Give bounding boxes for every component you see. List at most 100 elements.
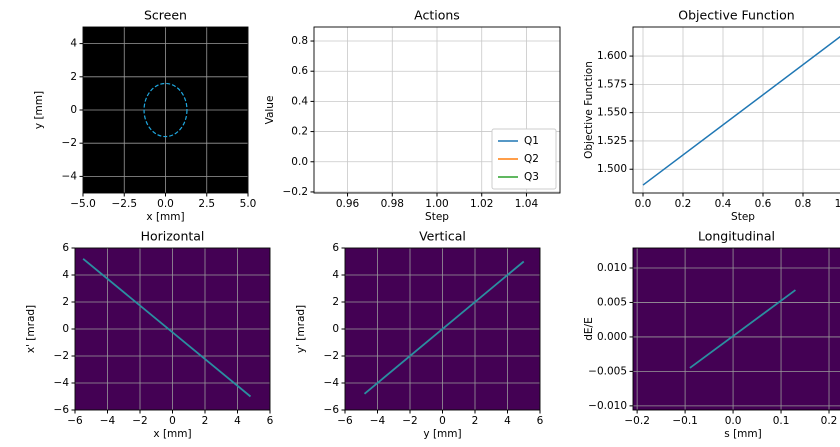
x-tick-label: 0	[439, 415, 446, 427]
x-tick-label: 1.00	[425, 198, 448, 210]
x-axis-label: y [mm]	[423, 428, 461, 440]
y-axis-label: y' [mrad]	[295, 305, 307, 353]
x-tick-label: 0	[169, 415, 176, 427]
x-axis-label: s [mm]	[724, 428, 761, 440]
y-tick-label: 4	[62, 269, 69, 281]
y-tick-label: 0.0	[291, 156, 308, 168]
x-tick-label: 0.6	[755, 198, 772, 210]
y-tick-label: 0.005	[597, 296, 627, 308]
x-tick-label: 0.2	[675, 198, 692, 210]
y-axis-label: dE/E	[583, 317, 595, 340]
subplot: 0.960.981.001.021.04−0.20.00.20.40.60.8A…	[264, 8, 560, 224]
y-tick-label: −0.005	[588, 365, 627, 377]
plot-area	[345, 248, 540, 410]
y-tick-label: 4	[332, 269, 339, 281]
x-tick-label: 1.02	[470, 198, 493, 210]
y-tick-label: −6	[324, 404, 340, 416]
y-tick-label: −0.010	[588, 400, 627, 412]
axes-frame	[633, 27, 840, 193]
y-tick-label: 1.500	[597, 163, 627, 175]
y-tick-label: −4	[324, 377, 340, 389]
plot-area	[75, 248, 270, 410]
x-tick-label: −2	[402, 415, 417, 427]
legend-label: Q2	[524, 153, 539, 165]
y-tick-label: 2	[70, 71, 77, 83]
x-tick-label: −4	[370, 415, 386, 427]
y-tick-label: 0	[70, 104, 77, 116]
y-tick-label: 0	[332, 323, 339, 335]
x-tick-label: 0.0	[157, 198, 174, 210]
y-tick-label: 1.550	[597, 107, 627, 119]
x-axis-label: x [mm]	[153, 428, 191, 440]
subplot-title: Longitudinal	[698, 229, 775, 244]
legend-label: Q1	[524, 135, 539, 147]
page: −5.0 −2.5 0.0 2.5 5.0 −4 −2 0 2 4 Screen x [mm] y [m…	[0, 0, 840, 447]
x-tick-label: 6	[537, 415, 544, 427]
x-tick-label: −0.2	[624, 415, 650, 427]
y-tick-label: 0	[62, 323, 69, 335]
x-tick-label: 4	[504, 415, 511, 427]
series-line	[643, 35, 840, 185]
x-tick-label: −2.5	[112, 198, 138, 210]
y-tick-label: 6	[332, 242, 339, 254]
subplot-title: Screen	[144, 8, 187, 23]
y-tick-label: −6	[54, 404, 70, 416]
y-tick-label: −0.2	[283, 186, 309, 198]
y-axis-label: x' [mrad]	[25, 305, 37, 353]
y-tick-label: 1.600	[597, 50, 627, 62]
x-axis-label: Step	[425, 211, 449, 223]
y-tick-label: 0.010	[597, 262, 627, 274]
plot-area	[633, 248, 840, 410]
y-tick-label: 2	[62, 296, 69, 308]
x-tick-label: −6	[67, 415, 83, 427]
y-tick-label: −2	[54, 350, 69, 362]
y-tick-label: 0.6	[291, 65, 308, 77]
x-tick-label: 0.98	[381, 198, 404, 210]
y-tick-label: −2	[62, 137, 77, 149]
x-tick-label: 2.5	[198, 198, 215, 210]
subplot: 0.00.20.40.60.81.01.5001.5251.5501.5751.…	[583, 8, 840, 224]
y-axis-label: Value	[264, 96, 276, 125]
x-tick-label: 2	[472, 415, 479, 427]
x-tick-label: −6	[337, 415, 353, 427]
background	[633, 248, 840, 410]
y-tick-label: −4	[54, 377, 70, 389]
subplot-title: Actions	[414, 8, 460, 23]
x-tick-label: 0.1	[773, 415, 790, 427]
x-tick-label: −2	[132, 415, 147, 427]
y-axis-label: y [mm]	[33, 91, 45, 129]
legend: Q1Q2Q3	[492, 129, 556, 189]
y-tick-label: 0.2	[291, 126, 308, 138]
y-tick-label: 0.000	[597, 331, 627, 343]
y-tick-label: 1.525	[597, 135, 627, 147]
x-axis-label: Step	[731, 211, 755, 223]
subplot-title: Horizontal	[141, 229, 205, 244]
y-tick-label: 0.8	[291, 35, 308, 47]
plot-area	[633, 27, 840, 193]
y-axis-label: Objective Function	[583, 61, 595, 159]
y-tick-label: 1.575	[597, 78, 627, 90]
figure: −5.0 −2.5 0.0 2.5 5.0 −4 −2 0 2 4 Screen x [mm] y [m…	[0, 0, 840, 447]
y-tick-label: 0.4	[291, 95, 308, 107]
x-tick-label: 0.2	[821, 415, 838, 427]
x-tick-label: 0.0	[635, 198, 652, 210]
subplot-title: Objective Function	[678, 8, 794, 23]
x-tick-label: 2	[202, 415, 209, 427]
x-tick-label: −4	[100, 415, 116, 427]
x-tick-label: −5.0	[70, 198, 96, 210]
x-tick-label: 5.0	[240, 198, 257, 210]
y-tick-label: 4	[70, 38, 77, 50]
x-tick-label: 4	[234, 415, 241, 427]
x-axis-label: x [mm]	[146, 211, 184, 223]
plot-area	[83, 27, 248, 193]
x-tick-label: 0.4	[715, 198, 732, 210]
x-tick-label: 0.96	[336, 198, 360, 210]
subplot-title: Vertical	[419, 229, 466, 244]
x-tick-label: 0.0	[725, 415, 742, 427]
y-tick-label: −2	[324, 350, 339, 362]
x-tick-label: 6	[267, 415, 274, 427]
